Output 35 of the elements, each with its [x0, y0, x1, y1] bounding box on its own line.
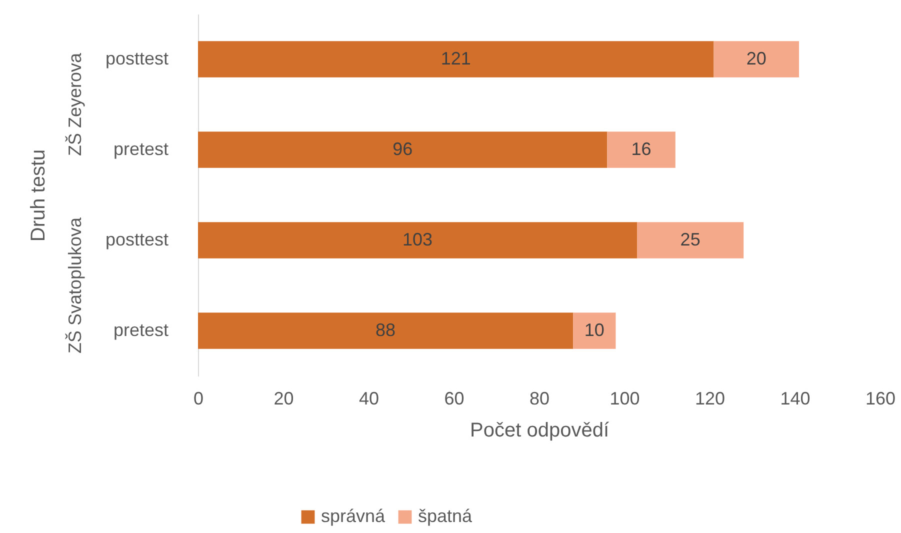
data-label: 96 — [392, 138, 413, 159]
bar — [573, 312, 616, 349]
data-label: 16 — [631, 138, 652, 159]
bar — [198, 312, 574, 349]
bar — [607, 132, 676, 168]
text: ZŠ Zeyerova — [65, 52, 85, 156]
legend-label: špatná — [418, 506, 474, 526]
x-tick-label: 140 — [780, 388, 810, 408]
text: ZŠ Svatoplukova — [65, 216, 85, 354]
bar — [198, 41, 714, 78]
data-label: 103 — [402, 229, 433, 250]
x-tick-label: 100 — [610, 388, 640, 408]
y-tick-label: pretest — [113, 320, 168, 340]
data-label: 20 — [746, 48, 766, 68]
data-label: 121 — [440, 48, 471, 68]
y-tick-label: posttest — [105, 48, 168, 68]
y-tick-label: posttest — [105, 229, 168, 250]
legend-label: správná — [321, 506, 386, 526]
data-label: 25 — [680, 229, 700, 250]
x-tick-label: 0 — [193, 388, 204, 408]
x-tick-label: 60 — [444, 388, 464, 408]
data-label: 10 — [584, 320, 604, 340]
x-axis-title: Počet odpovědí — [470, 420, 610, 442]
x-tick-label: 20 — [274, 388, 294, 408]
x-tick-label: 120 — [694, 388, 726, 408]
bar — [714, 41, 800, 78]
data-label: 88 — [376, 320, 396, 340]
bar — [198, 132, 608, 168]
y-axis-title: Druh testu — [28, 149, 50, 242]
bar — [637, 222, 744, 258]
x-tick-label: 40 — [358, 388, 380, 408]
x-tick-label: 160 — [865, 388, 896, 408]
x-tick-label: 80 — [529, 388, 550, 408]
y-tick-label: pretest — [113, 138, 168, 159]
bar — [198, 222, 638, 258]
